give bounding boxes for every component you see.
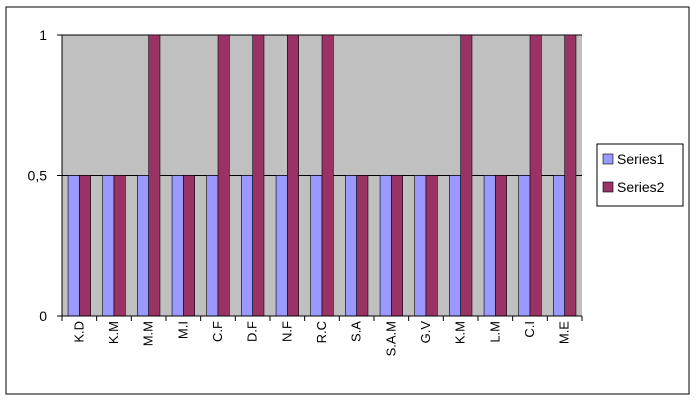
bar bbox=[148, 34, 161, 317]
x-tick-label: N.F bbox=[279, 321, 294, 342]
bar bbox=[206, 175, 219, 317]
y-tick-label: 0 bbox=[39, 308, 47, 324]
x-tick-label: M.M bbox=[141, 321, 156, 346]
legend: Series1 Series2 bbox=[596, 143, 684, 207]
bar bbox=[564, 34, 577, 317]
bar bbox=[67, 175, 80, 317]
x-tick-label: G.V bbox=[418, 321, 433, 344]
bar bbox=[171, 175, 184, 317]
x-tick-label: M.E bbox=[557, 321, 572, 344]
bar bbox=[379, 175, 392, 317]
x-tick-label: C.I bbox=[522, 321, 537, 338]
bar bbox=[345, 175, 357, 317]
bar bbox=[183, 175, 195, 317]
bar bbox=[518, 175, 531, 317]
bar bbox=[102, 175, 115, 317]
bar bbox=[113, 175, 126, 317]
legend-label: Series1 bbox=[617, 151, 665, 167]
bar bbox=[321, 34, 334, 317]
x-tick-label: K.M bbox=[453, 321, 468, 344]
x-tick-label: M.I bbox=[175, 321, 190, 339]
bar bbox=[483, 175, 496, 317]
plot-area: 0 0,5 1 K.D K.M M.M M.I C.F D.F N.F R.C S.A S.A.M G.V… bbox=[28, 27, 583, 356]
bar bbox=[460, 34, 473, 317]
bar bbox=[241, 175, 253, 317]
x-tick-label: K.M bbox=[106, 321, 121, 344]
bar bbox=[287, 34, 299, 317]
x-tick-label: S.A.M bbox=[383, 321, 398, 356]
legend-swatch bbox=[602, 181, 614, 193]
bar bbox=[252, 34, 265, 317]
bar bbox=[356, 175, 369, 317]
bar bbox=[391, 175, 403, 317]
bar bbox=[137, 175, 149, 317]
bar bbox=[275, 175, 288, 317]
x-tick-label: C.F bbox=[210, 321, 225, 342]
x-tick-label: L.M bbox=[487, 321, 502, 343]
legend-swatch bbox=[602, 153, 614, 165]
x-tick-label: K.D bbox=[71, 321, 86, 343]
bar bbox=[79, 175, 91, 317]
bar bbox=[449, 175, 461, 317]
bar bbox=[495, 175, 507, 317]
bar bbox=[529, 34, 542, 317]
bar bbox=[310, 175, 323, 317]
y-tick-label: 0,5 bbox=[28, 168, 48, 184]
y-tick-label: 1 bbox=[39, 27, 47, 43]
x-tick-label: D.F bbox=[245, 321, 260, 342]
bar bbox=[425, 175, 438, 317]
x-tick-label: S.A bbox=[349, 321, 364, 342]
bar bbox=[553, 175, 565, 317]
legend-label: Series2 bbox=[617, 179, 665, 195]
bar bbox=[217, 34, 230, 317]
bar bbox=[414, 175, 427, 317]
x-tick-label: R.C bbox=[314, 321, 329, 343]
